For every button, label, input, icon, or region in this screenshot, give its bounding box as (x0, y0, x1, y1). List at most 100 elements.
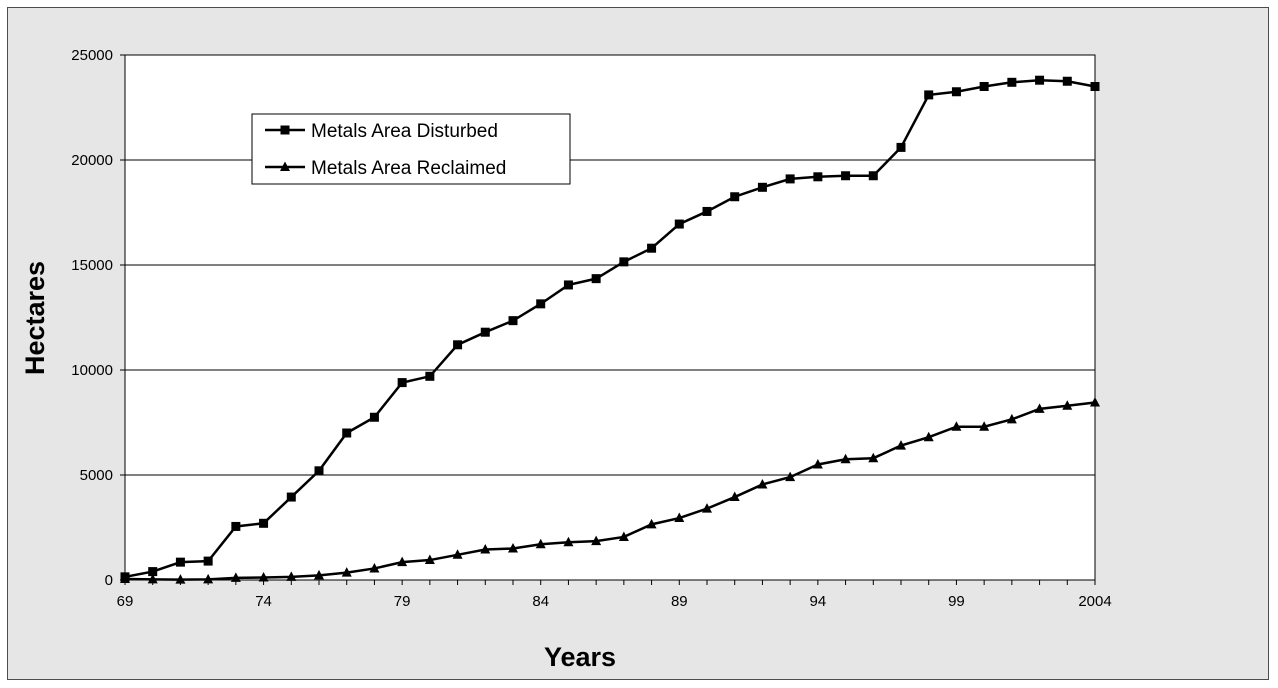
data-point (258, 571, 269, 582)
data-point (147, 573, 158, 584)
data-point (646, 518, 657, 529)
y-tick-labels: 0 5000 10000 15000 20000 25000 (71, 47, 113, 589)
data-point (840, 453, 851, 464)
data-point (148, 567, 158, 577)
data-point (951, 87, 961, 97)
data-point (896, 142, 906, 152)
legend-box (251, 113, 571, 185)
data-point (674, 512, 685, 523)
data-point (397, 556, 408, 567)
series-line (124, 78, 1096, 579)
x-axis-title: Years (544, 642, 616, 672)
data-point (175, 574, 186, 584)
data-point (452, 549, 463, 559)
data-point (369, 412, 379, 422)
data-point (397, 378, 407, 388)
data-point (425, 371, 435, 381)
y-tick-label: 10000 (71, 362, 113, 379)
data-point (1090, 82, 1100, 91)
data-point (480, 544, 491, 554)
data-point (896, 440, 906, 450)
y-tick-label: 5000 (80, 467, 113, 484)
data-point (979, 82, 989, 91)
data-point (453, 340, 463, 350)
data-point (1034, 403, 1045, 413)
y-tick-label: 25000 (71, 47, 113, 64)
data-point (868, 452, 879, 463)
y-tick-label: 15000 (71, 257, 113, 274)
x-tick-label: 79 (394, 593, 411, 610)
data-point (1006, 413, 1017, 424)
x-tick-label: 94 (810, 593, 827, 610)
data-point (591, 535, 602, 546)
y-axis-title: Hectares (20, 261, 50, 375)
data-point (785, 174, 795, 184)
y-tick-label: 0 (105, 572, 113, 589)
data-point (563, 280, 573, 290)
data-point (729, 491, 740, 502)
x-tick-label: 89 (671, 593, 688, 610)
data-point (730, 192, 740, 202)
data-point (342, 428, 352, 438)
legend-marker (280, 161, 290, 171)
data-point (508, 316, 518, 326)
series-reclaimed (120, 397, 1100, 584)
data-point (591, 274, 601, 284)
legend: Metals Area Disturbed Metals Area Reclaim… (251, 113, 571, 185)
data-point (757, 478, 768, 489)
data-point (536, 299, 546, 309)
data-point (286, 571, 297, 581)
data-point (286, 492, 296, 502)
x-tick-label: 99 (948, 593, 965, 610)
series-layer (120, 75, 1100, 584)
legend-label: Metals Area Disturbed (311, 121, 498, 142)
data-point (979, 421, 990, 431)
data-point (757, 182, 767, 192)
x-tick-label: 84 (532, 593, 549, 610)
data-point (812, 459, 823, 469)
data-point (702, 503, 712, 513)
data-point (480, 327, 490, 337)
data-point (1007, 77, 1017, 87)
data-point (674, 219, 684, 229)
data-point (1062, 76, 1072, 86)
data-point (1090, 397, 1100, 407)
series-disturbed (120, 75, 1100, 582)
legend-marker (280, 125, 290, 135)
data-point (369, 562, 380, 573)
data-point (259, 518, 269, 528)
data-point (1035, 75, 1045, 85)
legend-label: Metals Area Reclaimed (311, 158, 506, 179)
data-point (702, 206, 712, 216)
data-point (923, 431, 934, 442)
data-point (230, 572, 241, 582)
data-point (813, 172, 823, 182)
data-point (231, 521, 241, 531)
data-point (508, 543, 518, 553)
data-point (424, 554, 435, 565)
data-point (924, 90, 934, 100)
data-point (203, 556, 213, 566)
data-point (175, 557, 185, 567)
data-point (951, 421, 962, 431)
data-point (647, 243, 657, 253)
x-tick-label: 74 (255, 593, 272, 610)
x-tick-label: 69 (117, 593, 134, 610)
data-point (868, 171, 878, 181)
x-tick-label: 2004 (1078, 593, 1111, 610)
series-line (124, 401, 1096, 581)
data-point (341, 567, 352, 577)
x-tick-labels: 69 74 79 84 89 94 99 2004 (117, 593, 1112, 610)
data-point (619, 257, 629, 267)
data-point (785, 471, 796, 482)
data-point (120, 573, 130, 583)
data-point (563, 536, 574, 547)
data-point (841, 171, 851, 181)
data-point (1062, 400, 1073, 410)
y-tick-label: 20000 (71, 152, 113, 169)
data-point (535, 538, 546, 549)
data-point (618, 531, 629, 541)
data-point (314, 466, 324, 476)
data-point (314, 569, 324, 580)
